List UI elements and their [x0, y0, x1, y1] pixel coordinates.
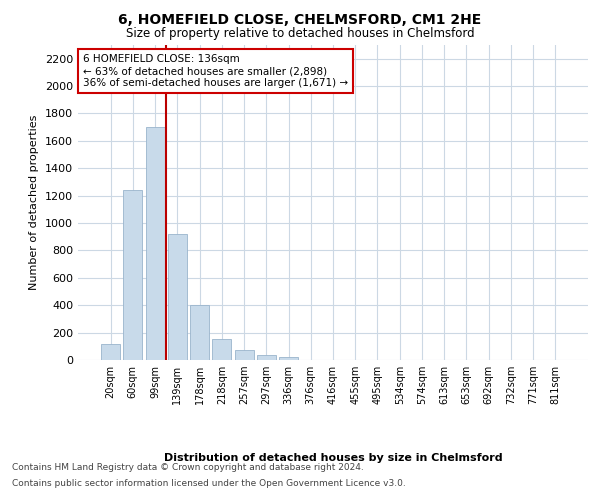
- Text: Contains HM Land Registry data © Crown copyright and database right 2024.: Contains HM Land Registry data © Crown c…: [12, 464, 364, 472]
- Bar: [212, 340, 231, 360]
- Bar: [146, 127, 164, 360]
- X-axis label: Distribution of detached houses by size in Chelmsford: Distribution of detached houses by size …: [164, 453, 502, 463]
- Bar: [235, 350, 254, 360]
- Bar: [124, 190, 142, 360]
- Bar: [101, 344, 120, 360]
- Bar: [257, 355, 276, 360]
- Text: Contains public sector information licensed under the Open Government Licence v3: Contains public sector information licen…: [12, 478, 406, 488]
- Bar: [279, 356, 298, 360]
- Text: 6 HOMEFIELD CLOSE: 136sqm
← 63% of detached houses are smaller (2,898)
36% of se: 6 HOMEFIELD CLOSE: 136sqm ← 63% of detac…: [83, 54, 348, 88]
- Y-axis label: Number of detached properties: Number of detached properties: [29, 115, 40, 290]
- Text: Size of property relative to detached houses in Chelmsford: Size of property relative to detached ho…: [125, 28, 475, 40]
- Bar: [190, 305, 209, 360]
- Bar: [168, 234, 187, 360]
- Text: 6, HOMEFIELD CLOSE, CHELMSFORD, CM1 2HE: 6, HOMEFIELD CLOSE, CHELMSFORD, CM1 2HE: [118, 12, 482, 26]
